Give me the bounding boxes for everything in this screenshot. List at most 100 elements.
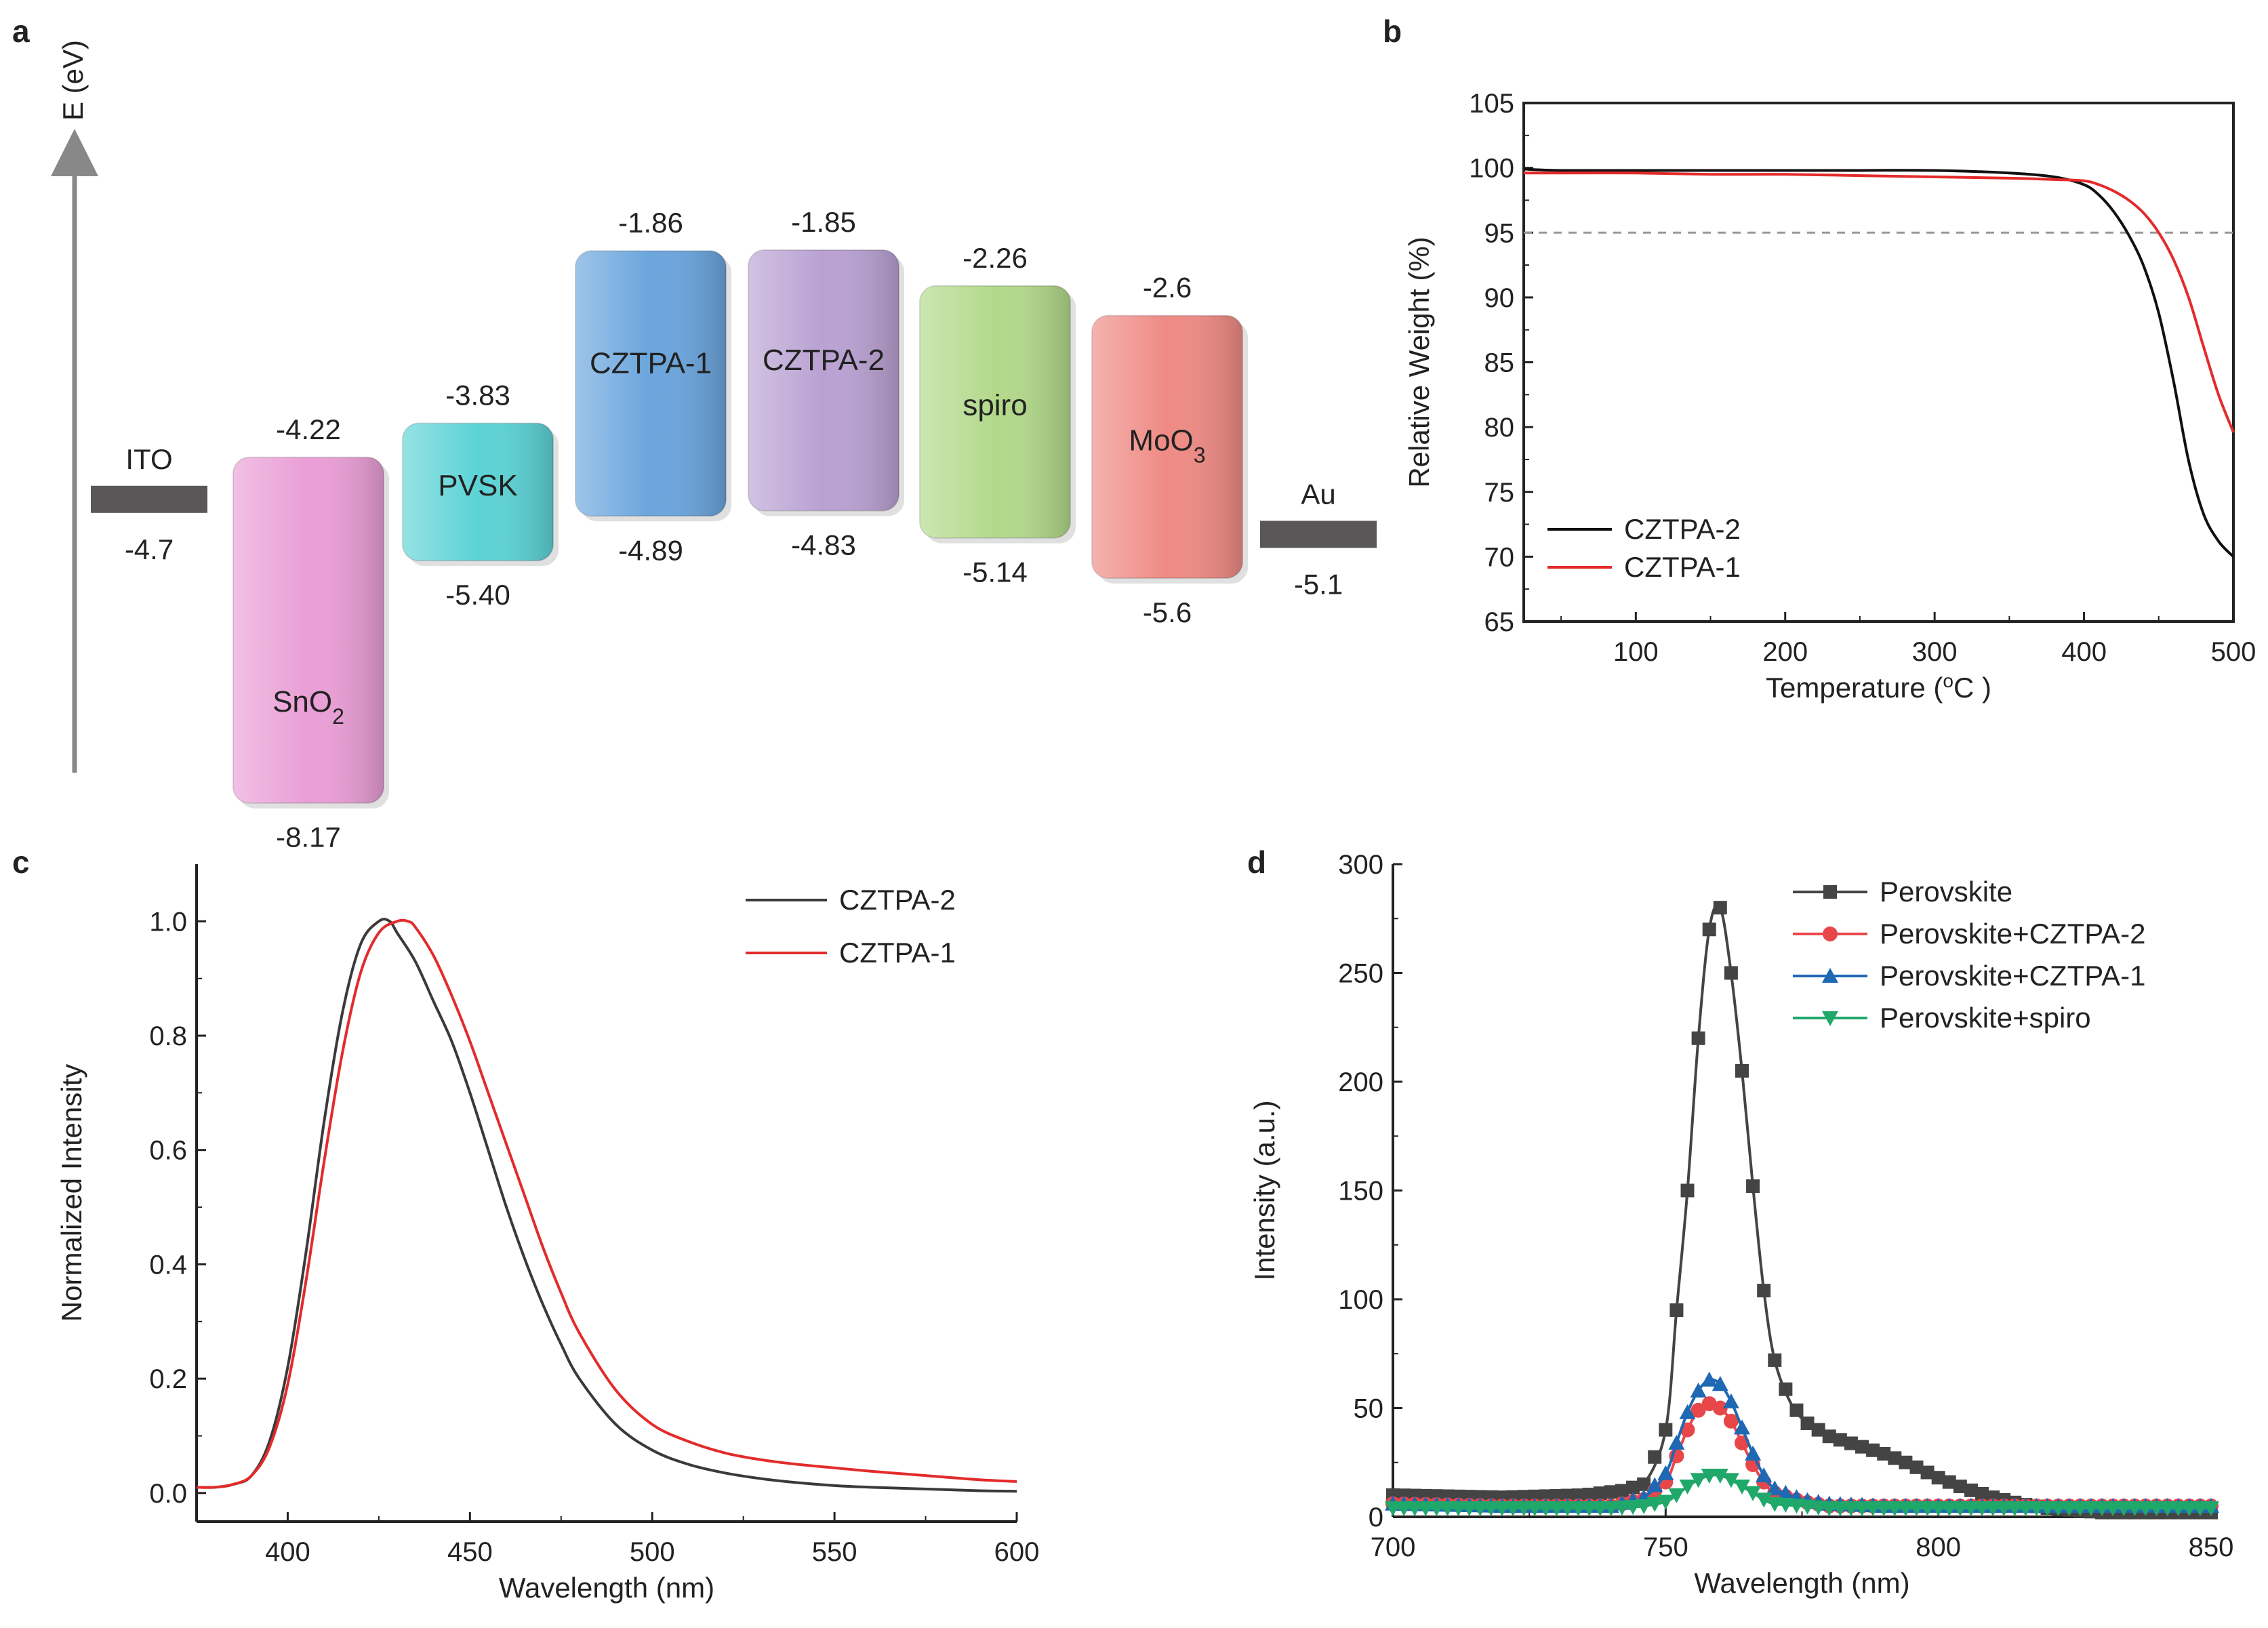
marker-perovskite-spiro bbox=[1537, 1501, 1554, 1517]
x-axis-label: Wavelength (nm) bbox=[499, 1572, 714, 1604]
electrode-bar-ito bbox=[91, 485, 207, 513]
series-markers-perovskite bbox=[1386, 901, 2218, 1520]
y-tick-label-100: 100 bbox=[1338, 1285, 1383, 1315]
band-shade-cztpa-1 bbox=[575, 251, 726, 516]
marker-perovskite bbox=[1953, 1480, 1967, 1494]
marker-perovskite bbox=[1866, 1443, 1880, 1457]
marker-perovskite-spiro bbox=[1733, 1480, 1750, 1495]
x-tick-label-200: 200 bbox=[1762, 637, 1808, 667]
marker-perovskite-spiro bbox=[1996, 1501, 2012, 1517]
marker-perovskite-spiro bbox=[1876, 1501, 1892, 1517]
legend-label-perovskite-cztpa-1: Perovskite+CZTPA-1 bbox=[1880, 960, 2146, 992]
marker-perovskite bbox=[1909, 1460, 1924, 1474]
x-tick-label-750: 750 bbox=[1643, 1532, 1688, 1562]
legend-marker-perovskite bbox=[1823, 885, 1837, 899]
y-axis-label: Relative Weight (%) bbox=[1403, 237, 1435, 487]
x-tick-label-550: 550 bbox=[812, 1537, 857, 1567]
band-top-level-moo3: -2.6 bbox=[1143, 272, 1192, 304]
band-label-spiro: spiro bbox=[963, 389, 1027, 422]
marker-perovskite-spiro bbox=[1886, 1501, 1903, 1517]
y-tick-label-0-4: 0.4 bbox=[149, 1250, 187, 1280]
x-tick-label-850: 850 bbox=[2189, 1532, 2234, 1562]
marker-perovskite-spiro bbox=[1962, 1501, 1979, 1517]
x-tick-label-800: 800 bbox=[1916, 1532, 1961, 1562]
marker-perovskite bbox=[1702, 922, 1716, 937]
band-top-level-cztpa-2: -1.85 bbox=[791, 206, 856, 238]
marker-perovskite-spiro bbox=[1951, 1501, 1968, 1517]
band-shade-moo3 bbox=[1092, 315, 1242, 578]
marker-perovskite-spiro bbox=[2028, 1501, 2045, 1517]
marker-perovskite-spiro bbox=[1941, 1501, 1958, 1517]
x-tick-label-300: 300 bbox=[1912, 637, 1958, 667]
marker-perovskite-cztpa-1 bbox=[1668, 1434, 1685, 1450]
series-line-cztpa-1 bbox=[1523, 171, 2235, 433]
marker-perovskite-spiro bbox=[2191, 1501, 2208, 1517]
marker-perovskite bbox=[1822, 1429, 1836, 1444]
y-tick-label-300: 300 bbox=[1338, 850, 1383, 880]
x-axis-label: Wavelength (nm) bbox=[1694, 1567, 1909, 1599]
x-tick-label-450: 450 bbox=[447, 1537, 493, 1567]
energy-axis-label: E (eV) bbox=[57, 40, 89, 121]
marker-perovskite-cztpa-1 bbox=[1701, 1371, 1718, 1387]
x-tick-label-500: 500 bbox=[2211, 637, 2256, 667]
marker-perovskite-spiro bbox=[1581, 1501, 1598, 1517]
marker-perovskite-spiro bbox=[1679, 1480, 1696, 1495]
y-tick-label-105: 105 bbox=[1469, 89, 1514, 119]
marker-perovskite-spiro bbox=[2170, 1501, 2187, 1517]
marker-perovskite bbox=[1680, 1183, 1695, 1198]
y-tick-label-0-2: 0.2 bbox=[149, 1364, 187, 1394]
pl-intensity-chart: 700 750 800 850 0 50 100 150 200 250 300 Wavelength… bbox=[1249, 850, 2233, 1599]
marker-perovskite-spiro bbox=[2159, 1501, 2176, 1517]
y-tick-label-200: 200 bbox=[1338, 1067, 1383, 1097]
marker-perovskite bbox=[1550, 1488, 1564, 1503]
marker-perovskite-spiro bbox=[1908, 1501, 1925, 1517]
marker-perovskite-spiro bbox=[2050, 1501, 2067, 1517]
marker-perovskite-spiro bbox=[1570, 1501, 1587, 1517]
legend-marker-perovskite-spiro bbox=[1822, 1011, 1838, 1026]
y-axis-label: Intensity (a.u.) bbox=[1249, 1100, 1280, 1280]
marker-perovskite-spiro bbox=[1865, 1501, 1882, 1517]
marker-perovskite-spiro bbox=[1493, 1501, 1510, 1517]
x-tick-label-400: 400 bbox=[2061, 637, 2107, 667]
band-top-level-cztpa-1: -1.86 bbox=[618, 207, 683, 239]
series-markers-perovskite-spiro bbox=[1385, 1469, 2219, 1517]
marker-perovskite-spiro bbox=[1406, 1501, 1423, 1517]
electrode-level-au: -5.1 bbox=[1294, 568, 1343, 600]
legend-label-perovskite: Perovskite bbox=[1880, 876, 2012, 908]
panel-label-a: a bbox=[12, 14, 30, 49]
marker-perovskite bbox=[1888, 1451, 1902, 1465]
marker-perovskite-spiro bbox=[2105, 1501, 2122, 1517]
legend-label-perovskite-spiro: Perovskite+spiro bbox=[1880, 1002, 2091, 1034]
marker-perovskite-cztpa-1 bbox=[1733, 1419, 1750, 1435]
marker-perovskite-spiro bbox=[1897, 1501, 1914, 1517]
marker-perovskite-spiro bbox=[1396, 1501, 1413, 1517]
band-top-level-pvsk: -3.83 bbox=[445, 379, 510, 411]
marker-perovskite bbox=[1724, 966, 1738, 980]
series-line-perovskite-cztpa-1 bbox=[1392, 1378, 2211, 1509]
marker-perovskite-spiro bbox=[2017, 1501, 2034, 1517]
marker-perovskite bbox=[1593, 1486, 1607, 1501]
band-label-pvsk: PVSK bbox=[438, 469, 517, 502]
marker-perovskite-cztpa-1 bbox=[1777, 1484, 1794, 1500]
marker-perovskite-cztpa-2 bbox=[1723, 1413, 1739, 1429]
marker-perovskite-spiro bbox=[1461, 1501, 1478, 1517]
y-tick-label-95: 95 bbox=[1484, 218, 1515, 248]
legend-label-cztpa-1: CZTPA-1 bbox=[839, 937, 956, 969]
y-tick-label-100: 100 bbox=[1469, 154, 1514, 184]
marker-perovskite-spiro bbox=[1701, 1469, 1718, 1484]
band-shade-pvsk bbox=[403, 423, 553, 561]
panel-label-d: d bbox=[1247, 844, 1266, 880]
band-bottom-level-cztpa-1: -4.89 bbox=[618, 534, 683, 566]
panel-label-b: b bbox=[1383, 14, 1402, 49]
marker-perovskite bbox=[1942, 1475, 1956, 1489]
marker-perovskite-spiro bbox=[1482, 1501, 1499, 1517]
marker-perovskite-spiro bbox=[1548, 1501, 1565, 1517]
y-tick-label-0: 0 bbox=[1369, 1503, 1383, 1532]
legend-label-cztpa-2: CZTPA-2 bbox=[1624, 513, 1741, 545]
marker-perovskite bbox=[1746, 1179, 1760, 1194]
marker-perovskite bbox=[1582, 1487, 1596, 1501]
band-bottom-level-sno2: -8.17 bbox=[276, 821, 341, 853]
marker-perovskite-spiro bbox=[1854, 1501, 1871, 1517]
y-tick-label-250: 250 bbox=[1338, 959, 1383, 989]
marker-perovskite-spiro bbox=[1788, 1499, 1805, 1514]
